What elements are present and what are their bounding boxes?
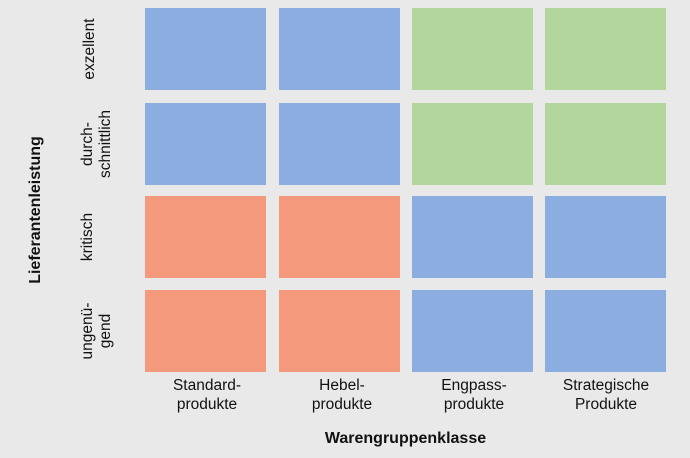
matrix-cell-r2-c2 bbox=[412, 196, 533, 278]
matrix-cell-r3-c3 bbox=[545, 290, 666, 372]
matrix-cell-r3-c1 bbox=[279, 290, 400, 372]
matrix-cell-r1-c3 bbox=[545, 103, 666, 185]
column-label-3: Strategische Produkte bbox=[562, 377, 650, 413]
row-label-text: ungenü- gend bbox=[79, 302, 114, 360]
x-axis-title: Warengruppenklasse bbox=[324, 430, 487, 447]
column-label-1: Hebel- produkte bbox=[311, 377, 373, 413]
matrix-cell-r1-c2 bbox=[412, 103, 533, 185]
matrix-cell-r1-c0 bbox=[145, 103, 266, 185]
y-axis-title-text: Lieferantenleistung bbox=[27, 136, 44, 284]
matrix-cell-r0-c0 bbox=[145, 8, 266, 90]
column-label-2: Engpass- produkte bbox=[441, 377, 507, 413]
column-label-0: Standard- produkte bbox=[172, 377, 242, 413]
matrix-cell-r3-c2 bbox=[412, 290, 533, 372]
matrix-cell-r1-c1 bbox=[279, 103, 400, 185]
matrix-cell-r0-c1 bbox=[279, 8, 400, 90]
matrix-cell-r2-c1 bbox=[279, 196, 400, 278]
matrix-cell-r0-c3 bbox=[545, 8, 666, 90]
matrix-cell-r0-c2 bbox=[412, 8, 533, 90]
matrix-cell-r2-c3 bbox=[545, 196, 666, 278]
matrix-cell-r2-c0 bbox=[145, 196, 266, 278]
matrix-cell-r3-c0 bbox=[145, 290, 266, 372]
